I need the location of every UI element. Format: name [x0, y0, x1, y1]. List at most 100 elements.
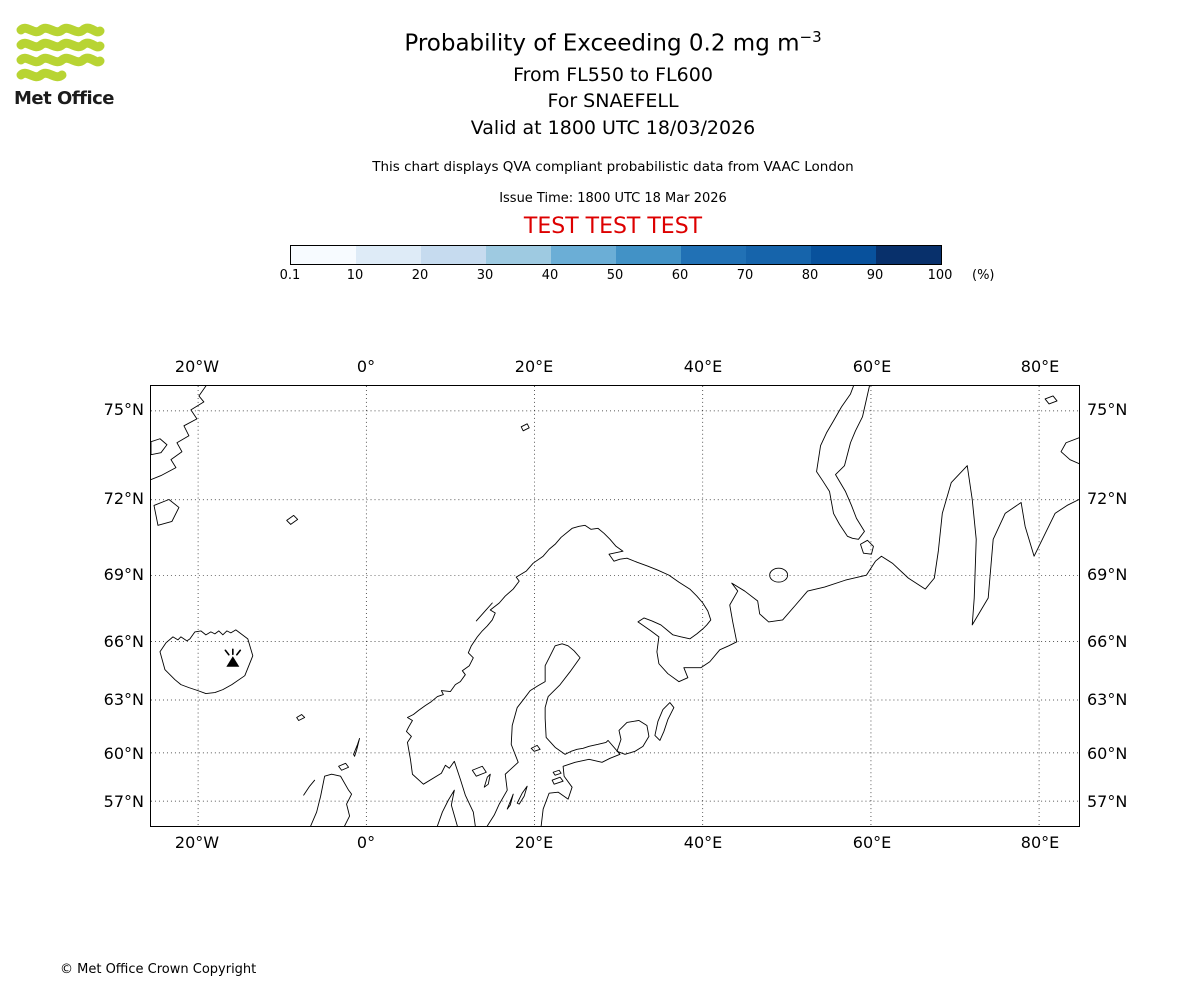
- lake-onega: [654, 702, 675, 741]
- longitude-label: 20°E: [514, 357, 554, 376]
- colorbar-tick-label: 50: [606, 268, 624, 283]
- volcano-marker: [224, 648, 242, 667]
- lake-vanern: [471, 765, 487, 777]
- colorbar-tick-row: 0.1 10 20 30 40 50 60 70 80 90 100: [280, 268, 953, 286]
- coastline-baltic: [486, 643, 621, 826]
- coastline-scotland: [310, 773, 353, 826]
- island-arctic-north: [1044, 395, 1058, 405]
- colorbar-tick-label: 60: [671, 268, 689, 283]
- latitude-label: 60°N: [103, 744, 144, 763]
- latitude-label: 69°N: [1087, 565, 1128, 584]
- longitude-label: 20°W: [174, 833, 220, 852]
- coastline-greenland: [151, 386, 207, 481]
- colorbar-tick-label: 70: [736, 268, 754, 283]
- latitude-label: 75°N: [103, 400, 144, 419]
- colorbar-tick-label: 20: [411, 268, 429, 283]
- flight-level-line: From FL550 to FL600: [513, 64, 713, 86]
- island-vaygach: [860, 539, 874, 555]
- longitude-label: 60°E: [852, 357, 892, 376]
- latitude-label: 63°N: [1087, 690, 1128, 709]
- met-office-logo: Met Office: [14, 22, 124, 109]
- island-saaremaa: [551, 776, 564, 785]
- volcano-eruption-rays: [224, 648, 242, 656]
- coastline-greenland-island: [151, 438, 168, 456]
- island-oland: [506, 793, 514, 810]
- island-orkney: [338, 762, 350, 771]
- island-hiiumaa: [552, 769, 562, 776]
- island-shetland: [353, 737, 360, 757]
- coastlines: [151, 386, 1079, 826]
- logo-wave: [16, 38, 105, 52]
- latitude-label: 66°N: [103, 632, 144, 651]
- longitude-label: 20°E: [514, 833, 554, 852]
- colorbar-tick-label: 100: [927, 268, 953, 283]
- colorbar-segment: [746, 246, 811, 264]
- colorbar-segment: [421, 246, 486, 264]
- longitude-label: 20°W: [174, 357, 220, 376]
- latitude-label: 72°N: [1087, 489, 1128, 508]
- longitude-label: 0°: [356, 357, 376, 376]
- coastline-jutland: [436, 789, 458, 826]
- coastline-novaya-zemlya: [816, 386, 870, 540]
- colorbar-tick-label: 80: [801, 268, 819, 283]
- met-office-logo-icon: [16, 23, 105, 82]
- coastline-iceland: [159, 629, 254, 695]
- logo-wave: [16, 68, 67, 82]
- test-banner: TEST TEST TEST: [523, 214, 703, 239]
- latitude-label: 75°N: [1087, 400, 1128, 419]
- longitude-label: 80°E: [1020, 357, 1060, 376]
- qva-note: This chart displays QVA compliant probab…: [372, 159, 854, 175]
- colorbar-segment: [486, 246, 551, 264]
- island-faroe: [296, 714, 306, 721]
- colorbar-segment: [616, 246, 681, 264]
- colorbar-segment: [681, 246, 746, 264]
- colorbar-bar: [290, 245, 942, 265]
- colorbar-segment: [876, 246, 941, 264]
- longitude-label: 40°E: [683, 357, 723, 376]
- volcano-triangle: [226, 656, 240, 667]
- issue-time-line: Issue Time: 1800 UTC 18 Mar 2026: [499, 191, 727, 206]
- colorbar-segment: [356, 246, 421, 264]
- volcano-line: For SNAEFELL: [547, 90, 679, 112]
- colorbar-tick-label: 0.1: [279, 268, 301, 283]
- colorbar: 0.1 10 20 30 40 50 60 70 80 90 100 (%): [280, 245, 1010, 289]
- colorbar-segment: [291, 246, 356, 264]
- latitude-label: 60°N: [1087, 744, 1128, 763]
- lake-vattern: [483, 773, 491, 788]
- island-hebrides: [303, 779, 316, 796]
- latitude-label: 63°N: [103, 690, 144, 709]
- coastline-arctic-right: [1060, 437, 1079, 465]
- chart-title-text: Probability of Exceeding 0.2 mg m: [404, 30, 800, 57]
- latitude-label: 57°N: [1087, 792, 1128, 811]
- latitude-label: 69°N: [103, 565, 144, 584]
- island-bear: [520, 423, 530, 432]
- longitude-label: 0°: [356, 833, 376, 852]
- chart-title-exponent: −3: [799, 28, 822, 46]
- latitude-label: 66°N: [1087, 632, 1128, 651]
- lake-ladoga: [616, 720, 650, 755]
- colorbar-tick-label: 90: [866, 268, 884, 283]
- colorbar-tick-label: 10: [346, 268, 364, 283]
- logo-wave: [16, 23, 105, 37]
- colorbar-unit-label: (%): [972, 268, 995, 283]
- valid-time-line: Valid at 1800 UTC 18/03/2026: [470, 117, 756, 139]
- longitude-label: 80°E: [1020, 833, 1060, 852]
- chart-title: Probability of Exceeding 0.2 mg m−3: [13, 28, 1200, 57]
- coastline-scandinavia-mainland: [406, 465, 1079, 826]
- longitude-label: 60°E: [852, 833, 892, 852]
- map-frame: [150, 385, 1080, 827]
- island-jan-mayen: [286, 514, 299, 525]
- coastline-greenland-island: [153, 499, 180, 526]
- latitude-label: 57°N: [103, 792, 144, 811]
- colorbar-segment: [811, 246, 876, 264]
- copyright-line: © Met Office Crown Copyright: [60, 962, 257, 977]
- island-lofoten: [475, 602, 493, 622]
- logo-wave: [16, 53, 105, 67]
- grid-lines: [151, 386, 1079, 826]
- longitude-label: 40°E: [683, 833, 723, 852]
- colorbar-tick-label: 40: [541, 268, 559, 283]
- colorbar-segment: [551, 246, 616, 264]
- island-kolguyev: [769, 567, 789, 583]
- colorbar-tick-label: 30: [476, 268, 494, 283]
